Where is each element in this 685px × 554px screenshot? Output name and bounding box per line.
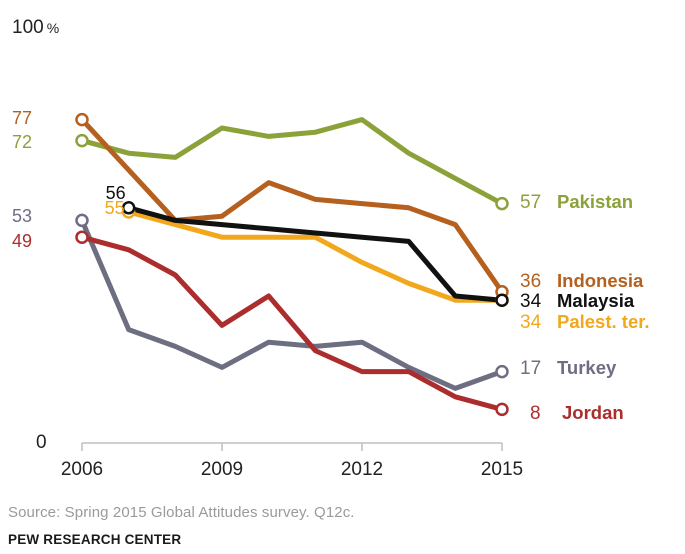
end-value-pakistan: 57	[520, 192, 541, 213]
source-note: Source: Spring 2015 Global Attitudes sur…	[8, 504, 355, 521]
end-name-palest-ter: Palest. ter.	[557, 311, 650, 332]
x-tick-label-2006: 2006	[61, 459, 103, 480]
x-tick-label-2015: 2015	[481, 459, 523, 480]
marker-pakistan-2015	[495, 196, 509, 211]
line-jordan	[79, 234, 505, 412]
marker-jordan-2006	[75, 230, 89, 244]
end-name-indonesia: Indonesia	[557, 270, 644, 291]
y-axis-zero-label: 0	[36, 432, 47, 453]
end-value-palest-ter: 34	[520, 312, 542, 333]
start-label-indonesia: 77	[12, 108, 32, 128]
organization-name: PEW RESEARCH CENTER	[8, 532, 182, 547]
end-name-pakistan: Pakistan	[557, 191, 633, 212]
marker-malaysia-2007	[121, 201, 136, 215]
end-value-malaysia: 34	[520, 291, 542, 312]
x-axis-ticks: 2006 2009 2012 2015	[61, 443, 523, 480]
marker-turkey-2006	[75, 213, 89, 228]
marker-pakistan-2006	[75, 133, 89, 148]
marker-malaysia-2015	[495, 293, 509, 307]
end-value-turkey: 17	[520, 358, 541, 379]
series-lines	[79, 117, 505, 412]
x-tick-label-2009: 2009	[201, 459, 243, 480]
end-name-malaysia: Malaysia	[557, 290, 635, 311]
x-tick-label-2012: 2012	[341, 459, 383, 480]
start-label-jordan: 49	[12, 231, 32, 251]
end-name-turkey: Turkey	[557, 357, 617, 378]
end-value-jordan: 8	[530, 403, 541, 424]
end-name-jordan: Jordan	[562, 402, 624, 423]
start-label-malaysia: 56	[106, 183, 126, 203]
start-label-pakistan: 72	[12, 132, 32, 152]
line-malaysia	[126, 205, 505, 303]
series-markers	[75, 112, 509, 417]
start-label-palest-ter: 55	[105, 198, 125, 218]
end-value-indonesia: 36	[520, 271, 541, 292]
marker-jordan-2015	[495, 402, 509, 417]
line-indonesia	[79, 117, 505, 295]
y-axis-top-label: 100%	[12, 17, 59, 38]
marker-indonesia-2006	[75, 112, 89, 127]
line-palest-ter	[126, 209, 505, 303]
line-pakistan	[79, 117, 505, 207]
start-label-turkey: 53	[12, 206, 32, 226]
marker-turkey-2015	[495, 364, 509, 379]
line-turkey	[79, 217, 505, 391]
end-labels: 57 Pakistan 36 Indonesia 34 Malaysia 34 Palest.…	[520, 191, 650, 424]
